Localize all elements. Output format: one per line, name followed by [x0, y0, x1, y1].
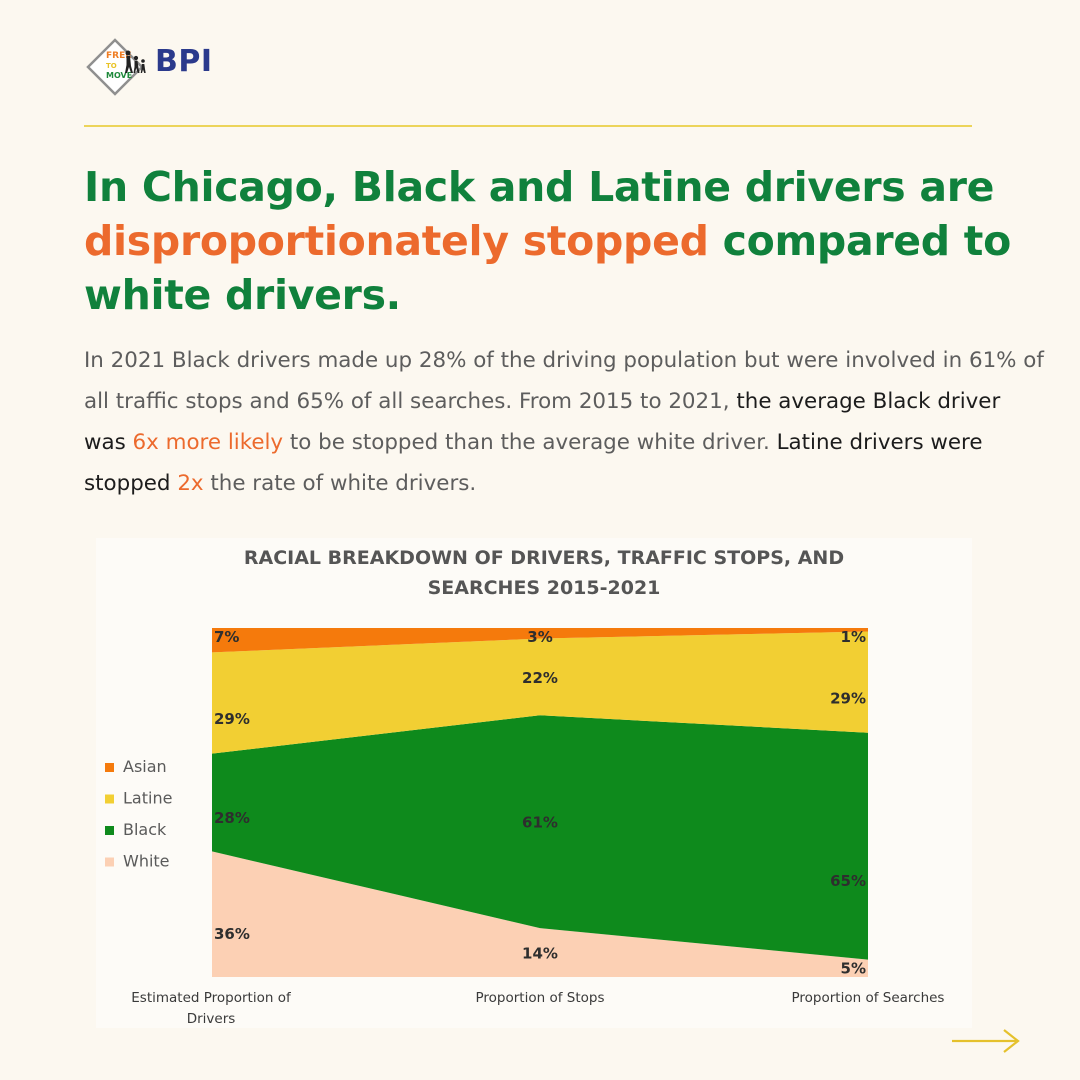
area-white [212, 851, 868, 977]
right-arrow-icon[interactable] [950, 1026, 1022, 1056]
body-paragraph: In 2021 Black drivers made up 28% of the… [84, 340, 1044, 504]
walking-figures-icon [125, 50, 146, 73]
free-to-move-logo: FREE TO MOVE [86, 38, 146, 96]
x-tick-label-0-line-1: Drivers [187, 1011, 236, 1027]
chart-title-line-2: SEARCHES 2015-2021 [428, 577, 661, 599]
x-tick-label-0: Estimated Proportion of [131, 990, 292, 1006]
data-label-black-1: 61% [522, 814, 558, 832]
x-tick-label-2: Proportion of Searches [792, 990, 945, 1006]
headline-part-1: In Chicago, Black and Latine drivers are [84, 163, 995, 211]
data-label-latine-0: 29% [214, 710, 250, 728]
body-s6: Latine drivers were stopped [84, 430, 983, 496]
body-s3: 6x more likely [132, 430, 284, 455]
x-tick-label-1: Proportion of Stops [476, 990, 605, 1006]
legend-label-latine: Latine [123, 789, 172, 808]
headline: In Chicago, Black and Latine drivers are… [84, 160, 1024, 322]
legend-swatch-black [105, 826, 114, 835]
logo-word-3: MOVE [106, 71, 132, 80]
data-label-latine-2: 29% [830, 689, 866, 707]
stacked-area-chart: RACIAL BREAKDOWN OF DRIVERS, TRAFFIC STO… [96, 538, 972, 1028]
body-s2: the average Black driver was [84, 389, 1001, 455]
headline-part-2: compared to white drivers. [84, 217, 1011, 319]
data-label-latine-1: 22% [522, 669, 558, 687]
body-s8: the rate of white drivers. [203, 471, 477, 496]
data-label-white-0: 36% [214, 925, 250, 943]
legend-swatch-white [105, 857, 114, 867]
chart-container: RACIAL BREAKDOWN OF DRIVERS, TRAFFIC STO… [96, 538, 972, 1028]
chart-title-line-1: RACIAL BREAKDOWN OF DRIVERS, TRAFFIC STO… [244, 547, 844, 569]
data-label-white-1: 14% [522, 945, 558, 963]
body-s1: In 2021 Black drivers made up 28% of the… [84, 348, 1044, 414]
headline-highlight: disproportionately stopped [84, 217, 709, 265]
body-s4: to be stopped than the average white dri… [283, 430, 770, 455]
legend-swatch-asian [105, 763, 114, 772]
logo-word-2: TO [106, 62, 117, 70]
legend-label-asian: Asian [123, 757, 167, 776]
data-label-asian-0: 7% [214, 628, 239, 646]
data-label-black-2: 65% [830, 872, 866, 890]
data-label-asian-1: 3% [527, 628, 552, 646]
data-label-asian-2: 1% [841, 628, 866, 646]
body-s5 [770, 430, 777, 455]
area-asian [212, 628, 868, 653]
body-s7: 2x [177, 471, 204, 496]
data-label-white-2: 5% [841, 960, 866, 978]
legend-swatch-latine [105, 794, 114, 804]
data-label-black-0: 28% [214, 809, 250, 827]
header-divider [84, 125, 972, 127]
area-latine [212, 631, 868, 754]
legend-label-white: White [123, 852, 170, 871]
logo-word-1: FREE [106, 51, 131, 61]
legend-label-black: Black [123, 820, 167, 839]
area-black [212, 715, 868, 960]
bpi-logo-text: BPI [155, 44, 213, 79]
